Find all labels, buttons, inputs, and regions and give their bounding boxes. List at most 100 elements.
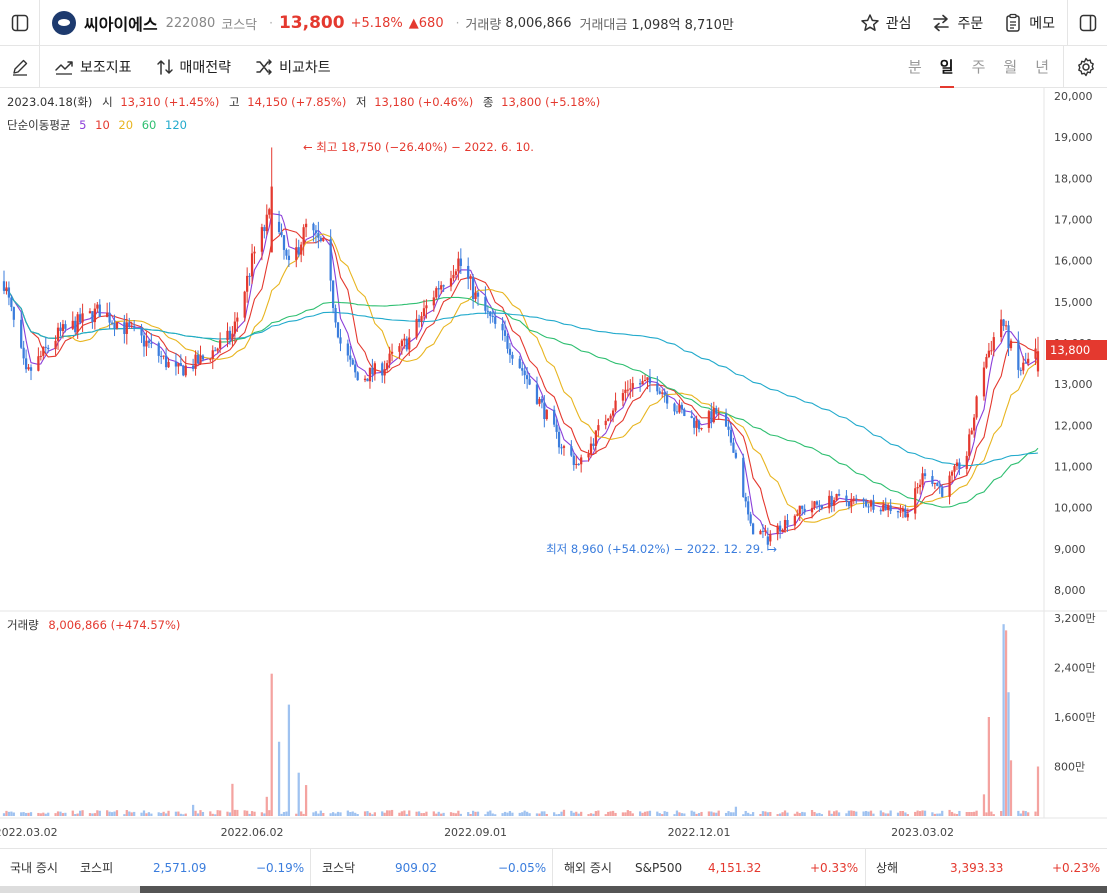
candle-body bbox=[646, 377, 649, 380]
order-button[interactable]: 주문 bbox=[931, 13, 983, 33]
clipboard-icon bbox=[1006, 13, 1020, 32]
ma-legend: 단순이동평균 5 10 20 60 120 bbox=[7, 118, 187, 132]
candle-body bbox=[678, 404, 681, 413]
volume-bar bbox=[629, 811, 632, 816]
readout-close: 13,800 (+5.18%) bbox=[501, 95, 600, 109]
shanghai-label[interactable]: 상해 bbox=[876, 861, 899, 875]
compare-button[interactable]: 비교차트 bbox=[255, 57, 331, 77]
candle-body bbox=[191, 365, 195, 369]
volume-bar bbox=[970, 812, 973, 816]
volume-bar bbox=[646, 811, 649, 816]
candle-body bbox=[695, 420, 698, 428]
period-month-tab[interactable]: 월 bbox=[1003, 58, 1018, 76]
candle-body bbox=[501, 323, 504, 331]
draw-tool-button[interactable] bbox=[0, 46, 40, 88]
candle-body bbox=[319, 237, 322, 241]
volume-bar bbox=[734, 806, 738, 816]
volume-bar bbox=[214, 814, 217, 816]
ma-legend-5: 5 bbox=[79, 118, 86, 132]
strategy-button[interactable]: 매매전략 bbox=[156, 57, 231, 77]
kosdaq-change: −0.05% bbox=[498, 860, 547, 875]
indicators-label: 보조지표 bbox=[80, 60, 132, 76]
volume-bar bbox=[349, 811, 352, 816]
volume-bar bbox=[386, 810, 389, 816]
candle-body bbox=[106, 312, 109, 318]
volume-bar bbox=[828, 810, 831, 816]
volume-bar bbox=[160, 812, 163, 816]
kosdaq-label[interactable]: 코스닥 bbox=[322, 861, 356, 875]
kospi-label[interactable]: 코스피 bbox=[80, 861, 114, 875]
watch-button[interactable]: 관심 bbox=[860, 13, 911, 33]
left-panel-toggle-button[interactable] bbox=[0, 0, 40, 46]
volume-bar bbox=[400, 811, 404, 816]
memo-button[interactable]: 메모 bbox=[1003, 13, 1055, 33]
candle-body bbox=[219, 340, 222, 349]
volume-bar bbox=[354, 812, 357, 816]
period-day-tab[interactable]: 일 bbox=[939, 46, 954, 88]
candle-body bbox=[693, 418, 696, 428]
candle-body bbox=[663, 392, 666, 396]
volume-bar bbox=[663, 811, 666, 816]
period-minute-tab[interactable]: 분 bbox=[907, 58, 922, 76]
candle-body bbox=[936, 482, 939, 486]
volume-bar bbox=[1007, 692, 1010, 816]
volume-bar bbox=[437, 811, 440, 816]
candle-body bbox=[506, 335, 509, 349]
volume-bar bbox=[1009, 760, 1013, 816]
candle-body bbox=[263, 227, 266, 232]
candle-body bbox=[277, 221, 281, 233]
volume-bar bbox=[710, 811, 713, 816]
volume-bar bbox=[572, 812, 575, 816]
volume-bar bbox=[597, 810, 600, 816]
candle-body bbox=[179, 363, 182, 366]
candle-body bbox=[715, 408, 718, 414]
right-panel-toggle-button[interactable] bbox=[1067, 0, 1107, 46]
chart-settings-button[interactable] bbox=[1063, 46, 1107, 88]
volume-bar bbox=[417, 811, 421, 816]
volume-bar bbox=[491, 813, 494, 816]
volume-bar bbox=[918, 811, 922, 816]
candle-body bbox=[1036, 351, 1040, 372]
time-tick-label: 2022.12.01 bbox=[668, 826, 731, 839]
volume-bar bbox=[157, 812, 160, 816]
chart-scrollbar[interactable] bbox=[0, 886, 1107, 893]
volume-bar bbox=[383, 812, 386, 816]
volume-bar bbox=[125, 810, 128, 816]
volume-bar bbox=[803, 812, 806, 816]
volume-bar bbox=[1000, 811, 1003, 816]
stock-chart[interactable]: 20,00019,00018,00017,00016,00015,00014,0… bbox=[0, 88, 1107, 848]
candle-body bbox=[287, 255, 291, 261]
candle-body bbox=[228, 330, 232, 340]
period-week-tab[interactable]: 주 bbox=[971, 58, 986, 76]
volume-bar bbox=[373, 812, 376, 816]
candle-body bbox=[710, 411, 713, 423]
candle-body bbox=[270, 186, 273, 253]
volume-bar bbox=[133, 811, 136, 816]
readout-high-label: 고 bbox=[229, 95, 240, 109]
candle-body bbox=[417, 318, 421, 322]
candle-body bbox=[216, 348, 219, 351]
candle-body bbox=[609, 415, 612, 419]
candle-body bbox=[592, 443, 595, 446]
volume-bar bbox=[683, 813, 686, 816]
period-year-tab[interactable]: 년 bbox=[1035, 58, 1049, 76]
candle-body bbox=[388, 353, 391, 364]
candle-body bbox=[454, 271, 458, 275]
stock-name[interactable]: 씨아이에스 bbox=[84, 15, 158, 34]
candle-body bbox=[201, 355, 205, 360]
volume-bar bbox=[304, 785, 308, 816]
candle-body bbox=[44, 346, 47, 348]
candle-body bbox=[302, 227, 305, 245]
volume-bar bbox=[37, 812, 40, 816]
volume-bar bbox=[611, 810, 615, 816]
period-high-annotation: ← 최고 18,750 (−26.40%) − 2022. 6. 10. bbox=[303, 140, 534, 154]
sp500-label[interactable]: S&P500 bbox=[635, 860, 683, 875]
sp500-change: +0.33% bbox=[810, 860, 859, 875]
candle-body bbox=[486, 310, 489, 312]
scrollbar-thumb[interactable] bbox=[140, 886, 1107, 893]
indicators-button[interactable]: 보조지표 bbox=[54, 57, 132, 77]
volume-bar bbox=[471, 810, 475, 816]
volume-bar bbox=[933, 813, 936, 816]
volume-bar bbox=[729, 812, 733, 816]
candle-body bbox=[901, 508, 905, 512]
